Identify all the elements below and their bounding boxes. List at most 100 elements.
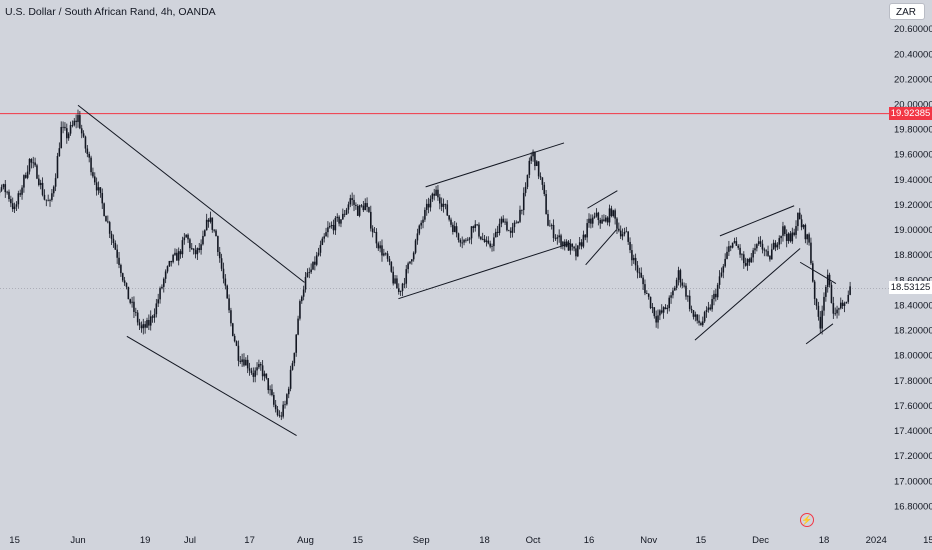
candle-body [233, 335, 236, 342]
candle-body [543, 184, 546, 195]
candle-body [754, 248, 756, 251]
candle-body [174, 252, 176, 255]
candle-body [530, 156, 532, 161]
candle-body [375, 231, 378, 244]
candle-body [787, 233, 790, 241]
candle-body [138, 322, 141, 326]
candle-body [330, 224, 333, 226]
candle-body [556, 237, 559, 239]
candle-body [722, 266, 725, 273]
candle-body [474, 224, 477, 228]
candle-body [41, 182, 44, 195]
trendline[interactable] [799, 261, 837, 285]
candle-body [672, 290, 674, 296]
candle-body [651, 307, 654, 309]
candle-body [586, 223, 588, 238]
candle-body [687, 295, 689, 297]
candle-body [56, 156, 59, 179]
candle-body [396, 278, 398, 289]
candle-body [328, 225, 331, 228]
trendline[interactable] [587, 190, 618, 209]
candle-body [336, 216, 339, 218]
candle-body [681, 282, 684, 286]
candle-body [51, 193, 53, 200]
candle-body [0, 187, 3, 191]
candle-body [8, 191, 10, 200]
candle-body [306, 272, 309, 277]
candle-body [489, 243, 491, 247]
candle-body [448, 215, 450, 220]
candle-body [295, 334, 298, 353]
candle-body [798, 212, 801, 220]
candle-body [552, 224, 555, 239]
candle-body [839, 302, 842, 309]
candle-body [345, 209, 348, 215]
candle-body [325, 232, 327, 237]
time-tick-label: 16 [584, 535, 595, 546]
candle-body [647, 293, 650, 297]
candle-body [84, 136, 87, 149]
candle-body [77, 115, 79, 123]
candle-body [675, 279, 678, 288]
candle-body [28, 159, 31, 172]
time-axis[interactable]: 15 Jun 19 Jul 17 Aug 15 Sep 18 Oct 16 Nov 15 Dec 18 202… [9, 535, 932, 546]
candle-body [550, 224, 553, 226]
price-tick-label: 19.40000 [894, 175, 932, 186]
candle-body [149, 316, 152, 326]
trendline[interactable] [126, 335, 297, 437]
candle-body [743, 254, 745, 264]
candle-body [496, 231, 499, 233]
candle-body [146, 319, 148, 328]
candle-body [153, 314, 156, 318]
candle-body [823, 296, 825, 311]
candle-body [39, 182, 42, 185]
candle-body [711, 299, 713, 310]
candle-body [353, 199, 355, 205]
trendline[interactable] [805, 323, 834, 345]
candle-body [259, 364, 262, 366]
candle-body [752, 250, 754, 258]
trendlines[interactable] [77, 104, 837, 437]
trendline[interactable] [719, 205, 795, 237]
candle-body [211, 217, 214, 230]
candle-body [342, 213, 344, 220]
candle-body [632, 257, 635, 261]
candle-body [528, 160, 531, 175]
candle-body [60, 126, 63, 149]
candle-body [504, 221, 506, 223]
candle-body [750, 257, 753, 263]
candle-body [450, 219, 452, 225]
trendline[interactable] [398, 242, 571, 300]
candle-body [302, 289, 305, 297]
currency-button[interactable]: ZAR [889, 3, 925, 20]
candle-body [737, 245, 740, 248]
candle-body [603, 219, 605, 222]
time-tick-label: Oct [526, 535, 541, 546]
candle-body [638, 272, 641, 274]
trendline[interactable] [694, 248, 801, 341]
candle-body [593, 216, 596, 218]
candle-body [832, 303, 835, 314]
candle-body [843, 303, 846, 306]
candle-body [80, 128, 83, 134]
candle-body [373, 231, 376, 233]
candle-body [534, 151, 536, 167]
candle-body [401, 283, 404, 291]
price-axis[interactable]: 16.80000 17.00000 17.20000 17.40000 17.60000… [894, 24, 932, 512]
candle-body [713, 293, 715, 300]
trendline[interactable] [77, 104, 305, 283]
candle-body [64, 126, 66, 129]
price-tick-label: 19.60000 [894, 150, 932, 161]
tradingview-logo-icon[interactable]: ⚡ [800, 513, 814, 527]
candle-body [625, 231, 628, 233]
candle-body [360, 205, 363, 207]
candle-body [506, 221, 508, 231]
trendline[interactable] [425, 142, 565, 188]
candle-body [716, 284, 719, 298]
trendline[interactable] [585, 229, 617, 266]
time-tick-label: Jun [70, 535, 85, 546]
candle-body [729, 246, 732, 248]
candle-body [11, 203, 14, 210]
